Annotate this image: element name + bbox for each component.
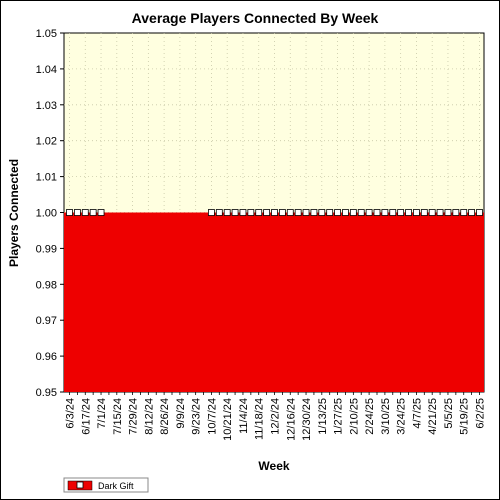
x-tick-label: 9/9/24 xyxy=(175,398,187,429)
x-tick-label: 9/23/24 xyxy=(191,398,203,435)
x-tick-label: 6/2/25 xyxy=(475,398,487,429)
x-tick-label: 8/12/24 xyxy=(143,398,155,435)
data-point xyxy=(373,209,381,216)
data-point xyxy=(73,209,81,216)
chart-title: Average Players Connected By Week xyxy=(132,10,379,26)
data-point xyxy=(476,209,483,216)
area-fill xyxy=(64,212,484,392)
x-tick-label: 7/15/24 xyxy=(112,398,124,435)
data-point xyxy=(460,209,468,216)
data-point xyxy=(278,209,286,216)
data-point xyxy=(436,209,444,216)
y-tick-label: 0.98 xyxy=(36,279,57,291)
data-point xyxy=(413,209,420,216)
data-point xyxy=(271,209,278,216)
x-tick-label: 2/10/25 xyxy=(348,398,360,435)
y-tick-label: 1.04 xyxy=(36,64,57,76)
data-point xyxy=(208,209,215,216)
data-point xyxy=(381,209,389,216)
x-tick-label: 10/21/24 xyxy=(222,398,234,441)
data-point xyxy=(420,209,428,216)
y-tick-label: 0.99 xyxy=(36,243,57,255)
x-axis: 6/3/24 6/17/24 7/1/24 7/15/24 7/29/24 8/12/24… xyxy=(65,392,487,441)
y-tick-label: 0.97 xyxy=(36,315,57,327)
data-point xyxy=(397,209,405,216)
x-tick-label: 10/7/24 xyxy=(206,398,218,435)
data-point xyxy=(255,209,263,216)
x-tick-label: 11/18/24 xyxy=(254,398,266,440)
x-tick-label: 3/24/25 xyxy=(396,398,408,435)
data-point xyxy=(468,209,476,216)
x-tick-label: 7/29/24 xyxy=(128,398,140,435)
y-tick-label: 1.02 xyxy=(36,136,57,148)
markers xyxy=(66,209,483,216)
data-point xyxy=(97,209,105,216)
x-tick-label: 8/26/24 xyxy=(159,398,171,435)
data-point xyxy=(428,209,436,216)
legend-marker xyxy=(76,481,84,489)
x-tick-label: 12/2/24 xyxy=(270,398,282,435)
data-point xyxy=(247,209,255,216)
y-axis-label: Players Connected xyxy=(7,159,21,267)
x-tick-label: 6/3/24 xyxy=(65,398,77,429)
y-tick-label: 1.03 xyxy=(36,100,57,112)
data-point xyxy=(365,209,373,216)
y-tick-label: 1.05 xyxy=(36,28,57,40)
data-point xyxy=(294,209,302,216)
x-tick-label: 11/4/24 xyxy=(238,398,250,434)
data-point xyxy=(286,209,294,216)
x-axis-label: Week xyxy=(258,459,289,473)
data-point xyxy=(302,209,310,216)
x-tick-label: 1/27/25 xyxy=(333,398,345,435)
data-point xyxy=(342,209,349,216)
legend-label: Dark Gift xyxy=(98,481,134,491)
x-tick-label: 4/7/25 xyxy=(411,398,423,429)
data-point xyxy=(357,209,365,216)
data-point xyxy=(444,209,452,216)
x-tick-label: 6/17/24 xyxy=(80,398,92,435)
data-point xyxy=(349,209,357,216)
data-point xyxy=(215,209,223,216)
x-tick-label: 4/21/25 xyxy=(427,398,439,435)
y-tick-label: 0.96 xyxy=(36,351,57,363)
x-tick-label: 5/19/25 xyxy=(459,398,471,435)
data-point xyxy=(81,209,89,216)
data-point xyxy=(66,209,73,216)
y-axis: 0.95 0.96 0.97 0.98 0.99 1.00 1.01 1.02 1.03 1.04… xyxy=(36,28,64,399)
area-series xyxy=(64,212,484,392)
data-point xyxy=(405,209,412,216)
data-point xyxy=(310,209,318,216)
x-tick-label: 3/10/25 xyxy=(380,398,392,435)
data-point xyxy=(452,209,460,216)
x-tick-label: 7/1/24 xyxy=(96,398,108,429)
legend: Dark Gift xyxy=(63,477,149,493)
x-tick-label: 1/13/25 xyxy=(317,398,329,435)
x-tick-label: 2/24/25 xyxy=(364,398,376,435)
data-point xyxy=(223,209,231,216)
data-point xyxy=(89,209,97,216)
x-tick-label: 12/30/24 xyxy=(301,398,313,441)
data-point xyxy=(263,209,271,216)
y-tick-label: 1.01 xyxy=(36,172,57,184)
x-tick-label: 12/16/24 xyxy=(285,398,297,441)
y-tick-label: 0.95 xyxy=(36,387,57,399)
data-point xyxy=(239,209,247,216)
data-point xyxy=(389,209,397,216)
data-point xyxy=(326,209,334,216)
data-point xyxy=(334,209,341,216)
y-tick-label: 1.00 xyxy=(36,208,57,220)
x-tick-label: 5/5/25 xyxy=(443,398,455,429)
data-point xyxy=(231,209,239,216)
data-point xyxy=(318,209,326,216)
